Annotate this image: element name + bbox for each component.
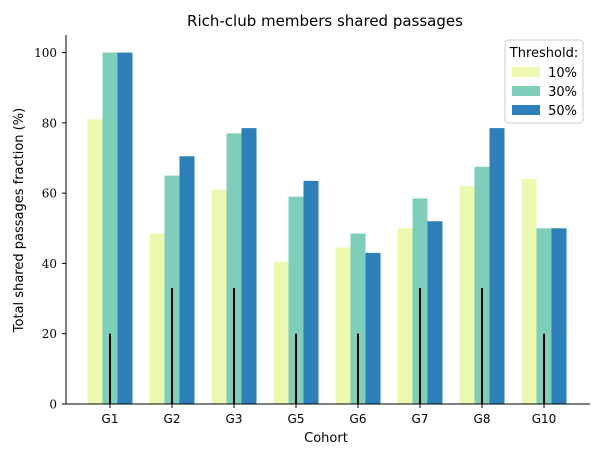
y-tick-label: 60 [42, 187, 57, 201]
legend-frame [504, 39, 584, 124]
y-tick-label: 0 [49, 398, 57, 412]
bar-g5-10pct [273, 261, 289, 404]
bars-layer [87, 52, 567, 404]
x-tick-label: G8 [474, 412, 491, 426]
reference-lines-layer [109, 288, 545, 404]
x-tick-label: G1 [102, 412, 119, 426]
y-axis-label: Total shared passages fraction (%) [12, 108, 27, 333]
bar-g8-50pct [489, 128, 505, 404]
x-tick-label: G6 [350, 412, 367, 426]
legend-label: 50% [548, 104, 577, 119]
bar-g1-50pct [117, 52, 133, 404]
bar-g8-10pct [459, 186, 475, 404]
bar-g7-50pct [427, 221, 443, 404]
y-tick-label: 40 [42, 257, 57, 271]
x-tick-label: G10 [532, 412, 557, 426]
bar-g10-10pct [521, 179, 537, 404]
bar-g2-10pct [149, 233, 165, 404]
legend-swatch [512, 105, 540, 115]
x-tick-label: G3 [226, 412, 243, 426]
legend-label: 10% [548, 66, 577, 81]
bar-g3-50pct [241, 128, 257, 404]
bar-g8-30pct [474, 166, 490, 404]
x-tick-label: G5 [288, 412, 305, 426]
bar-g5-50pct [303, 180, 319, 404]
x-axis-label: Cohort [304, 431, 348, 446]
y-tick-label: 20 [42, 327, 57, 341]
legend-label: 30% [548, 85, 577, 100]
y-tick-label: 100 [34, 46, 57, 60]
y-tick-label: 80 [42, 116, 57, 130]
legend-swatch [512, 86, 540, 96]
x-tick-label: G2 [164, 412, 181, 426]
legend: Threshold: 10% 30% 50% [504, 39, 584, 124]
bar-g6-50pct [365, 252, 381, 404]
axes-layer: 0 20 40 60 80 100 G1 G2 G3 G5 G6 G7 G8 G10 [34, 35, 590, 426]
legend-swatch [512, 67, 540, 77]
bar-g3-30pct [226, 133, 242, 404]
bar-g3-10pct [211, 189, 227, 404]
bar-g1-30pct [102, 52, 118, 404]
bar-g6-30pct [350, 233, 366, 404]
bar-g10-50pct [551, 228, 567, 404]
bar-g10-30pct [536, 228, 552, 404]
bar-g6-10pct [335, 247, 351, 404]
bar-g1-10pct [87, 119, 103, 404]
bar-g5-30pct [288, 196, 304, 404]
x-tick-label: G7 [412, 412, 429, 426]
bar-g2-50pct [179, 156, 195, 404]
bar-g7-10pct [397, 228, 413, 404]
legend-title: Threshold: [509, 46, 578, 61]
chart-title: Rich-club members shared passages [187, 12, 463, 30]
